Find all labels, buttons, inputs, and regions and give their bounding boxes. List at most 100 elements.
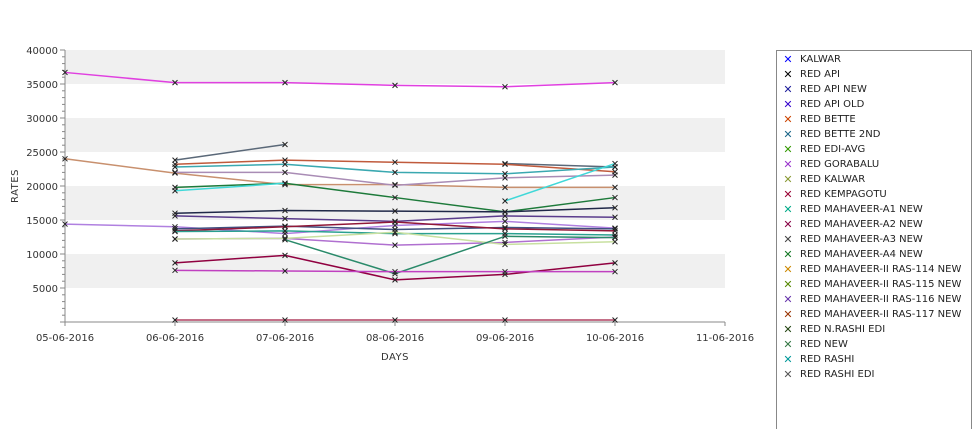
data-point	[612, 214, 618, 221]
series-line	[504, 162, 616, 202]
data-point	[502, 170, 508, 177]
data-point	[502, 317, 508, 323]
series-line	[64, 158, 615, 189]
legend-marker-icon: ✕	[783, 128, 793, 141]
legend-label: RED MAHAVEER-II RAS-116 NEW	[800, 294, 962, 305]
data-point	[282, 169, 288, 176]
legend-item: ✕ RED MAHAVEER-A3 NEW	[777, 234, 971, 246]
legend-marker-icon: ✕	[783, 323, 793, 336]
series-line	[64, 71, 616, 88]
grid-band	[65, 152, 725, 186]
legend-item: ✕ RED API NEW	[777, 84, 971, 96]
data-point	[392, 229, 398, 236]
legend-item: ✕ RED MAHAVEER-II RAS-116 NEW	[777, 294, 971, 306]
legend-marker-icon: ✕	[783, 353, 793, 366]
data-point	[502, 268, 508, 275]
series-line	[174, 182, 286, 192]
x-axis: 05-06-2016 06-06-2016 07-06-2016 08-06-2016…	[36, 321, 754, 344]
legend-item: ✕ RED API OLD	[777, 99, 971, 111]
grid-band	[65, 50, 725, 84]
x-tick-label: 05-06-2016	[36, 333, 94, 344]
legend-label: RED API	[800, 69, 840, 80]
legend-marker-icon: ✕	[783, 53, 793, 66]
legend-item: ✕ KALWAR	[777, 54, 971, 66]
data-point	[172, 164, 178, 170]
legend-item: ✕ RED MAHAVEER-A4 NEW	[777, 249, 971, 261]
data-point	[282, 207, 288, 214]
legend-label: RED NEW	[800, 339, 848, 350]
y-axis: 5000 10000 15000 20000 25000 30000 35000 40000	[26, 46, 66, 323]
legend-marker-icon: ✕	[783, 158, 793, 171]
data-point	[172, 213, 178, 219]
legend-marker-icon: ✕	[783, 143, 793, 156]
data-point	[612, 259, 618, 266]
legend-item: ✕ RED MAHAVEER-II RAS-115 NEW	[777, 279, 971, 291]
data-point	[62, 155, 68, 162]
legend-item: ✕ RED BETTE 2ND	[777, 129, 971, 141]
legend-item: ✕ RED BETTE	[777, 114, 971, 126]
data-point	[612, 234, 618, 241]
legend-marker-icon: ✕	[783, 263, 793, 276]
series-4	[172, 157, 618, 175]
legend-label: RED RASHI EDI	[800, 369, 875, 380]
data-point	[282, 317, 288, 323]
x-tick-label: 10-06-2016	[586, 333, 644, 344]
y-tick-label: 15000	[26, 216, 58, 227]
legend-item: ✕ RED API	[777, 69, 971, 81]
data-point	[172, 228, 178, 235]
legend-label: RED MAHAVEER-II RAS-114 NEW	[800, 264, 962, 275]
legend-marker-icon: ✕	[783, 68, 793, 81]
x-tick-label: 06-06-2016	[146, 333, 204, 344]
data-point	[282, 223, 288, 230]
y-tick-label: 40000	[26, 46, 58, 57]
legend-marker-icon: ✕	[783, 173, 793, 186]
series-16	[172, 229, 618, 248]
data-point	[392, 317, 398, 323]
series-17	[282, 233, 618, 277]
legend-item: ✕ RED MAHAVEER-II RAS-117 NEW	[777, 309, 971, 321]
legend-marker-icon: ✕	[783, 83, 793, 96]
grid-band	[65, 118, 725, 152]
legend-marker-icon: ✕	[783, 98, 793, 111]
legend-label: RED MAHAVEER-II RAS-115 NEW	[800, 279, 962, 290]
legend-marker-icon: ✕	[783, 293, 793, 306]
data-point	[282, 252, 288, 259]
x-tick-label: 11-06-2016	[696, 333, 754, 344]
data-point	[612, 317, 618, 323]
data-point	[502, 83, 508, 90]
data-point	[502, 161, 508, 168]
data-point	[392, 208, 398, 215]
legend-label: RED MAHAVEER-A2 NEW	[800, 219, 923, 230]
legend-item: ✕ RED KEMPAGOTU	[777, 189, 971, 201]
data-point	[282, 79, 288, 86]
legend-label: RED API NEW	[800, 84, 867, 95]
legend-marker-icon: ✕	[783, 308, 793, 321]
data-point	[172, 169, 178, 176]
data-point	[502, 233, 508, 240]
legend-item: ✕ RED RASHI EDI	[777, 369, 971, 381]
data-point	[612, 228, 618, 234]
data-point	[172, 259, 178, 266]
data-point	[62, 69, 68, 76]
data-point	[392, 159, 398, 166]
legend-marker-icon: ✕	[783, 203, 793, 216]
data-point	[392, 219, 398, 225]
legend-marker-icon: ✕	[783, 188, 793, 201]
legend-label: RED EDI-AVG	[800, 144, 866, 155]
legend-item: ✕ RED EDI-AVG	[777, 144, 971, 156]
data-point	[502, 218, 508, 225]
data-point	[172, 317, 178, 323]
grid-band	[65, 186, 725, 220]
grid-bands	[65, 50, 725, 322]
legend-label: RED MAHAVEER-A4 NEW	[800, 249, 923, 260]
series-1	[62, 69, 618, 90]
legend-marker-icon: ✕	[783, 278, 793, 291]
data-point	[282, 236, 288, 243]
data-point	[172, 157, 178, 164]
legend-marker-icon: ✕	[783, 233, 793, 246]
data-point	[502, 174, 508, 181]
data-point	[282, 141, 288, 148]
data-point	[392, 82, 398, 89]
y-tick-label: 30000	[26, 114, 58, 125]
